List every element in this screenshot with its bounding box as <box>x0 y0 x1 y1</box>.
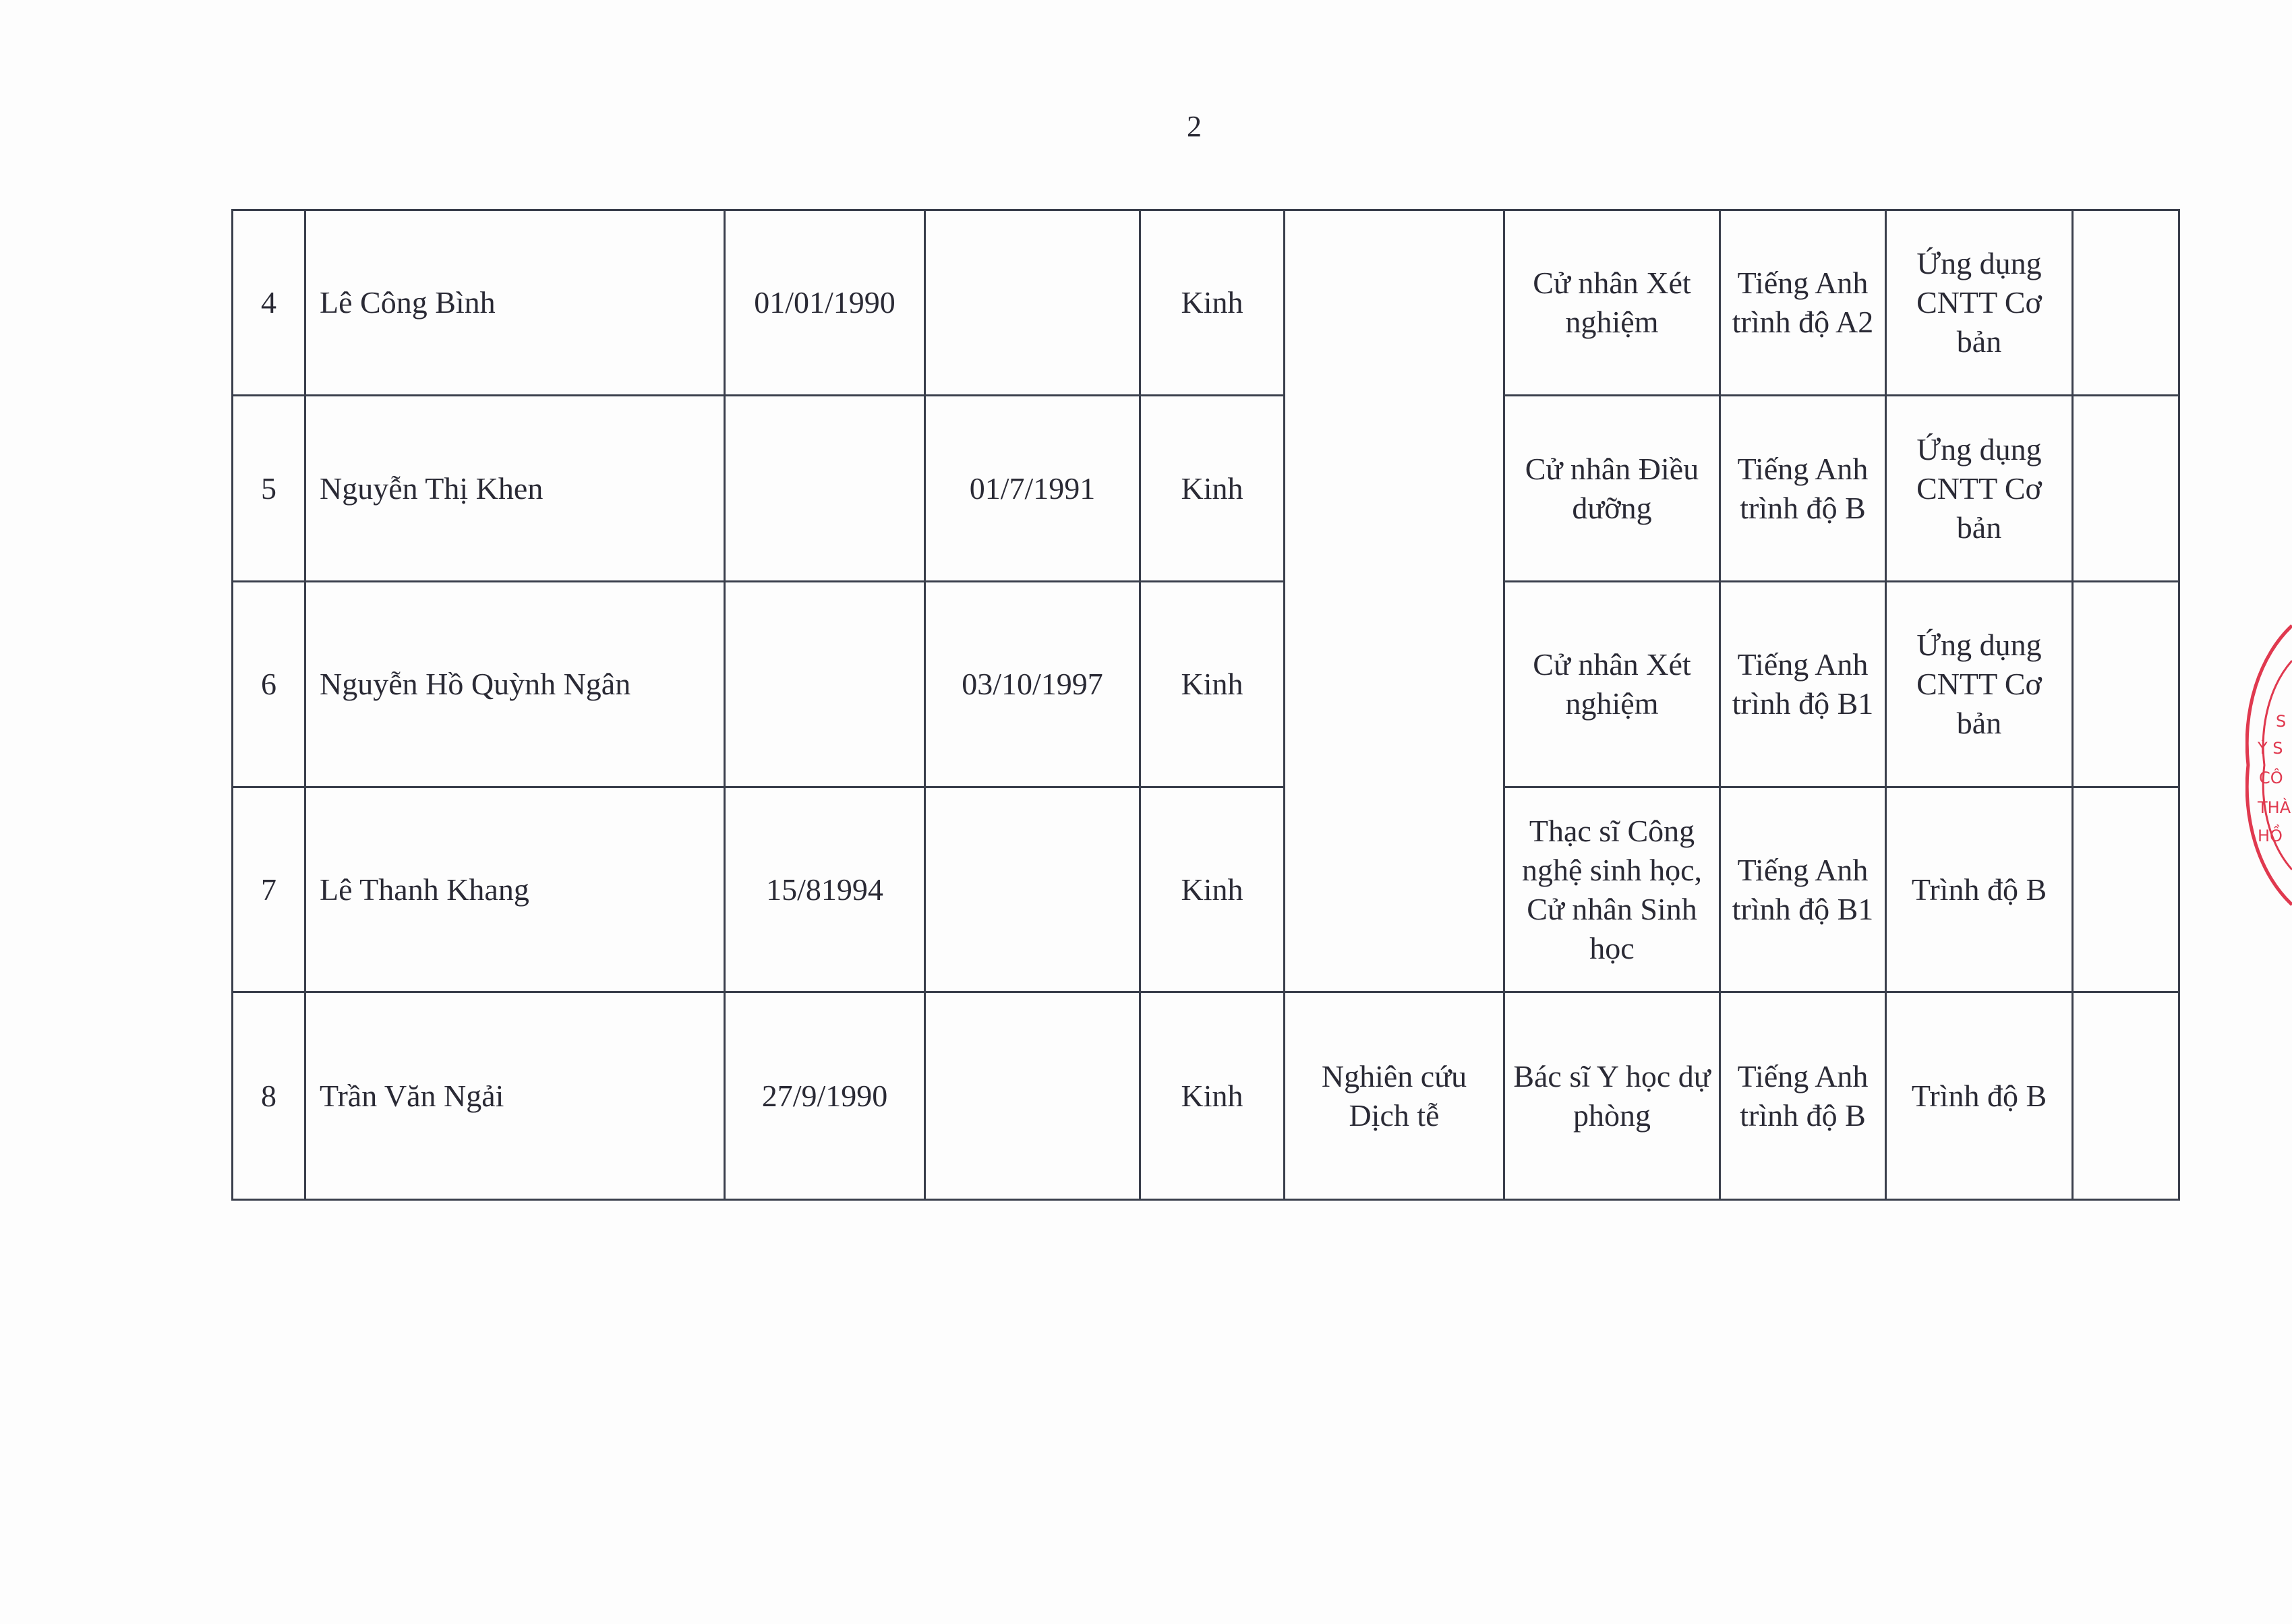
full-name: Lê Công Bình <box>304 209 726 396</box>
row-number: 8 <box>231 991 306 1201</box>
stamp-inner-ring <box>2262 660 2292 870</box>
dob-female: 03/10/1997 <box>924 580 1141 788</box>
stamp-text: HỒ <box>2258 824 2283 845</box>
dob-female: 01/7/1991 <box>924 394 1141 582</box>
it-level: Ứng dụng CNTT Cơ bản <box>1885 580 2074 788</box>
dob-male: 01/01/1990 <box>724 209 926 396</box>
note <box>2071 580 2180 788</box>
row-number: 4 <box>231 209 306 396</box>
note <box>2071 394 2180 582</box>
degree: Thạc sĩ Công nghệ sinh học, Cử nhân Sinh… <box>1503 786 1721 993</box>
dob-female <box>924 786 1141 993</box>
it-level: Ứng dụng CNTT Cơ bản <box>1885 394 2074 582</box>
dob-female <box>924 991 1141 1201</box>
ethnicity: Kinh <box>1139 394 1285 582</box>
ethnicity: Kinh <box>1139 580 1285 788</box>
dob-male: 15/81994 <box>724 786 926 993</box>
full-name: Nguyễn Thị Khen <box>304 394 726 582</box>
table-row: 4 Lê Công Bình 01/01/1990 Kinh Cử nhân X… <box>231 209 2180 993</box>
note <box>2071 786 2180 993</box>
english-level: Tiếng Anh trình độ B <box>1719 991 1887 1201</box>
table-row: 7 Lê Thanh Khang 15/81994 Kinh Thạc sĩ C… <box>231 786 2180 993</box>
english-level: Tiếng Anh trình độ B1 <box>1719 786 1887 993</box>
staff-table: 4 Lê Công Bình 01/01/1990 Kinh Cử nhân X… <box>231 209 2180 1201</box>
stamp-text: Ý S <box>2257 738 2283 758</box>
ethnicity: Kinh <box>1139 991 1285 1201</box>
degree: Cử nhân Điều dưỡng <box>1503 394 1721 582</box>
ethnicity: Kinh <box>1139 786 1285 993</box>
note <box>2071 991 2180 1201</box>
dob-female <box>924 209 1141 396</box>
full-name: Trần Văn Ngải <box>304 991 726 1201</box>
english-level: Tiếng Anh trình độ B1 <box>1719 580 1887 788</box>
position: Nghiên cứu Dịch tễ <box>1283 991 1505 1201</box>
english-level: Tiếng Anh trình độ A2 <box>1719 209 1887 396</box>
degree: Bác sĩ Y học dự phòng <box>1503 991 1721 1201</box>
table-row: 5 Nguyễn Thị Khen 01/7/1991 Kinh Cử nhân… <box>231 394 2180 582</box>
degree: Cử nhân Xét nghiệm <box>1503 580 1721 788</box>
ethnicity: Kinh <box>1139 209 1285 396</box>
it-level: Trình độ B <box>1885 991 2074 1201</box>
table-row: 8 Trần Văn Ngải 27/9/1990 Kinh Nghiên cứ… <box>231 991 2180 1201</box>
red-seal-stamp: S Ý S CÔ THÀ HỒ <box>2245 624 2292 906</box>
stamp-text: CÔ <box>2259 767 2283 787</box>
note <box>2071 209 2180 396</box>
full-name: Nguyễn Hồ Quỳnh Ngân <box>304 580 726 788</box>
stamp-text: S <box>2276 712 2286 731</box>
english-level: Tiếng Anh trình độ B <box>1719 394 1887 582</box>
dob-male <box>724 580 926 788</box>
table-row: 6 Nguyễn Hồ Quỳnh Ngân 03/10/1997 Kinh C… <box>231 580 2180 788</box>
it-level: Trình độ B <box>1885 786 2074 993</box>
row-number: 6 <box>231 580 306 788</box>
stamp-outer-ring <box>2245 624 2292 906</box>
row-number: 5 <box>231 394 306 582</box>
position-merged <box>1283 209 1505 993</box>
page-number: 2 <box>1187 110 1202 143</box>
full-name: Lê Thanh Khang <box>304 786 726 993</box>
degree: Cử nhân Xét nghiệm <box>1503 209 1721 396</box>
dob-male <box>724 394 926 582</box>
stamp-text: THÀ <box>2257 798 2291 817</box>
row-number: 7 <box>231 786 306 993</box>
it-level: Ứng dụng CNTT Cơ bản <box>1885 209 2074 396</box>
dob-male: 27/9/1990 <box>724 991 926 1201</box>
